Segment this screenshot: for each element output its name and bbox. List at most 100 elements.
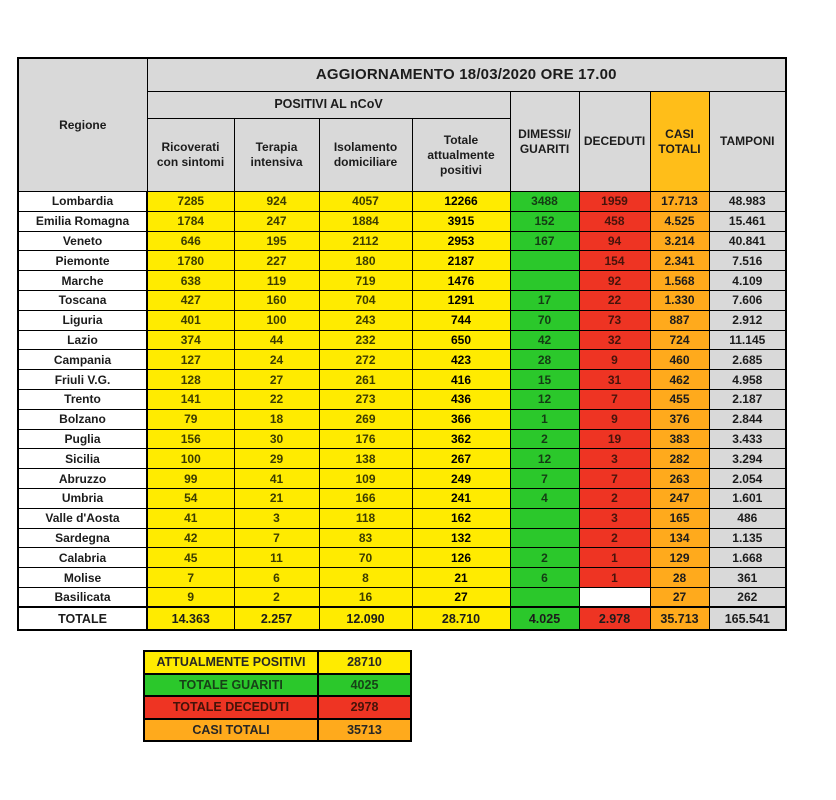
tamponi-cell: 3.433: [708, 428, 787, 450]
casi-totali-cell: 1.330: [649, 289, 710, 311]
casi-totali-cell: 3.214: [649, 230, 710, 252]
terapia-intensiva-cell: 27: [233, 369, 320, 390]
isolamento-cell: 243: [318, 309, 413, 331]
tamponi-cell: 361: [708, 567, 787, 588]
deceduti-cell: 31: [578, 369, 651, 390]
totale-positivi-cell: 423: [411, 349, 511, 371]
dimessi-guariti-cell: 42: [509, 329, 580, 351]
isolamento-cell: 704: [318, 289, 413, 311]
table-row: Sicilia 100 29 138 267 12 3 282 3.294: [17, 448, 787, 470]
legend-value: 35713: [317, 717, 412, 742]
tamponi-cell: 11.145: [708, 329, 787, 351]
terapia-intensiva-cell: 227: [233, 250, 320, 272]
casi-totali-cell: 247: [649, 487, 710, 509]
terapia-intensiva-cell: 6: [233, 567, 320, 588]
legend-row-attualmente-positivi: ATTUALMENTE POSITIVI 28710: [143, 650, 412, 675]
casi-totali-cell: 455: [649, 388, 710, 410]
region-cell: Bolzano: [17, 408, 148, 430]
deceduti-cell: 1959: [578, 191, 651, 212]
dimessi-guariti-cell: [509, 507, 580, 529]
deceduti-cell: 7: [578, 468, 651, 489]
deceduti-cell: 2: [578, 527, 651, 549]
tamponi-cell: 40.841: [708, 230, 787, 252]
deceduti-cell: 9: [578, 408, 651, 430]
deceduti-cell: 32: [578, 329, 651, 351]
table-row: Friuli V.G. 128 27 261 416 15 31 462 4.9…: [17, 369, 787, 390]
totale-positivi-cell: 27: [411, 586, 511, 608]
terapia-intensiva-cell: 2: [233, 586, 320, 608]
ricoverati-cell: 638: [146, 270, 235, 291]
casi-totali-cell: 887: [649, 309, 710, 331]
totale-positivi-cell: 1476: [411, 270, 511, 291]
region-cell: Molise: [17, 567, 148, 588]
totale-positivi-cell: 267: [411, 448, 511, 470]
isolamento-cell: 83: [318, 527, 413, 549]
casi-totali-cell: 282: [649, 448, 710, 470]
region-cell: TOTALE: [17, 606, 148, 631]
legend-label: CASI TOTALI: [143, 717, 319, 742]
covid-region-table: Regione AGGIORNAMENTO 18/03/2020 ORE 17.…: [17, 57, 788, 632]
totale-positivi-cell: 126: [411, 547, 511, 569]
ricoverati-cell: 14.363: [146, 606, 235, 631]
deceduti-cell: 2: [578, 487, 651, 509]
dimessi-guariti-cell: [509, 270, 580, 291]
legend-value: 28710: [317, 650, 412, 675]
region-cell: Marche: [17, 270, 148, 291]
dimessi-guariti-cell: 6: [509, 567, 580, 588]
terapia-intensiva-cell: 3: [233, 507, 320, 529]
isolamento-cell: 16: [318, 586, 413, 608]
column-header-deceduti: DECEDUTI: [578, 91, 651, 192]
isolamento-cell: 1884: [318, 210, 413, 232]
table-row: Campania 127 24 272 423 28 9 460 2.685: [17, 349, 787, 371]
column-header-dimessi-guariti: DIMESSI/ GUARITI: [509, 91, 580, 192]
tamponi-cell: 3.294: [708, 448, 787, 470]
dimessi-guariti-cell: 70: [509, 309, 580, 331]
table-row: Basilicata 9 2 16 27 27 262: [17, 586, 787, 608]
casi-totali-cell: 129: [649, 547, 710, 569]
table-body: Lombardia 7285 924 4057 12266 3488 1959 …: [17, 191, 787, 631]
region-cell: Emilia Romagna: [17, 210, 148, 232]
casi-totali-cell: 4.525: [649, 210, 710, 232]
totale-positivi-cell: 3915: [411, 210, 511, 232]
totale-positivi-cell: 28.710: [411, 606, 511, 631]
deceduti-cell: [578, 586, 651, 608]
region-cell: Abruzzo: [17, 468, 148, 489]
deceduti-cell: 2.978: [578, 606, 651, 631]
table-row: Abruzzo 99 41 109 249 7 7 263 2.054: [17, 468, 787, 489]
region-cell: Sardegna: [17, 527, 148, 549]
table-row: Puglia 156 30 176 362 2 19 383 3.433: [17, 428, 787, 450]
ricoverati-cell: 401: [146, 309, 235, 331]
terapia-intensiva-cell: 41: [233, 468, 320, 489]
dimessi-guariti-cell: [509, 250, 580, 272]
totale-positivi-cell: 132: [411, 527, 511, 549]
ricoverati-cell: 7: [146, 567, 235, 588]
column-header-tamponi: TAMPONI: [708, 91, 787, 192]
tamponi-cell: 2.054: [708, 468, 787, 489]
table-row: TOTALE 14.363 2.257 12.090 28.710 4.025 …: [17, 606, 787, 631]
casi-totali-cell: 28: [649, 567, 710, 588]
legend-row-totale-deceduti: TOTALE DECEDUTI 2978: [143, 695, 412, 720]
terapia-intensiva-cell: 44: [233, 329, 320, 351]
legend-value: 4025: [317, 672, 412, 697]
ricoverati-cell: 100: [146, 448, 235, 470]
dimessi-guariti-cell: 152: [509, 210, 580, 232]
tamponi-cell: 2.912: [708, 309, 787, 331]
isolamento-cell: 4057: [318, 191, 413, 212]
casi-totali-cell: 27: [649, 586, 710, 608]
legend-label: TOTALE DECEDUTI: [143, 695, 319, 720]
region-cell: Umbria: [17, 487, 148, 509]
isolamento-cell: 8: [318, 567, 413, 588]
dimessi-guariti-cell: 4.025: [509, 606, 580, 631]
table-row: Veneto 646 195 2112 2953 167 94 3.214 40…: [17, 230, 787, 252]
totale-positivi-cell: 436: [411, 388, 511, 410]
region-cell: Puglia: [17, 428, 148, 450]
region-cell: Toscana: [17, 289, 148, 311]
tamponi-cell: 4.958: [708, 369, 787, 390]
region-cell: Calabria: [17, 547, 148, 569]
casi-totali-cell: 263: [649, 468, 710, 489]
isolamento-cell: 269: [318, 408, 413, 430]
tamponi-cell: 486: [708, 507, 787, 529]
table-row: Piemonte 1780 227 180 2187 154 2.341 7.5…: [17, 250, 787, 272]
casi-totali-cell: 376: [649, 408, 710, 430]
ricoverati-cell: 1784: [146, 210, 235, 232]
